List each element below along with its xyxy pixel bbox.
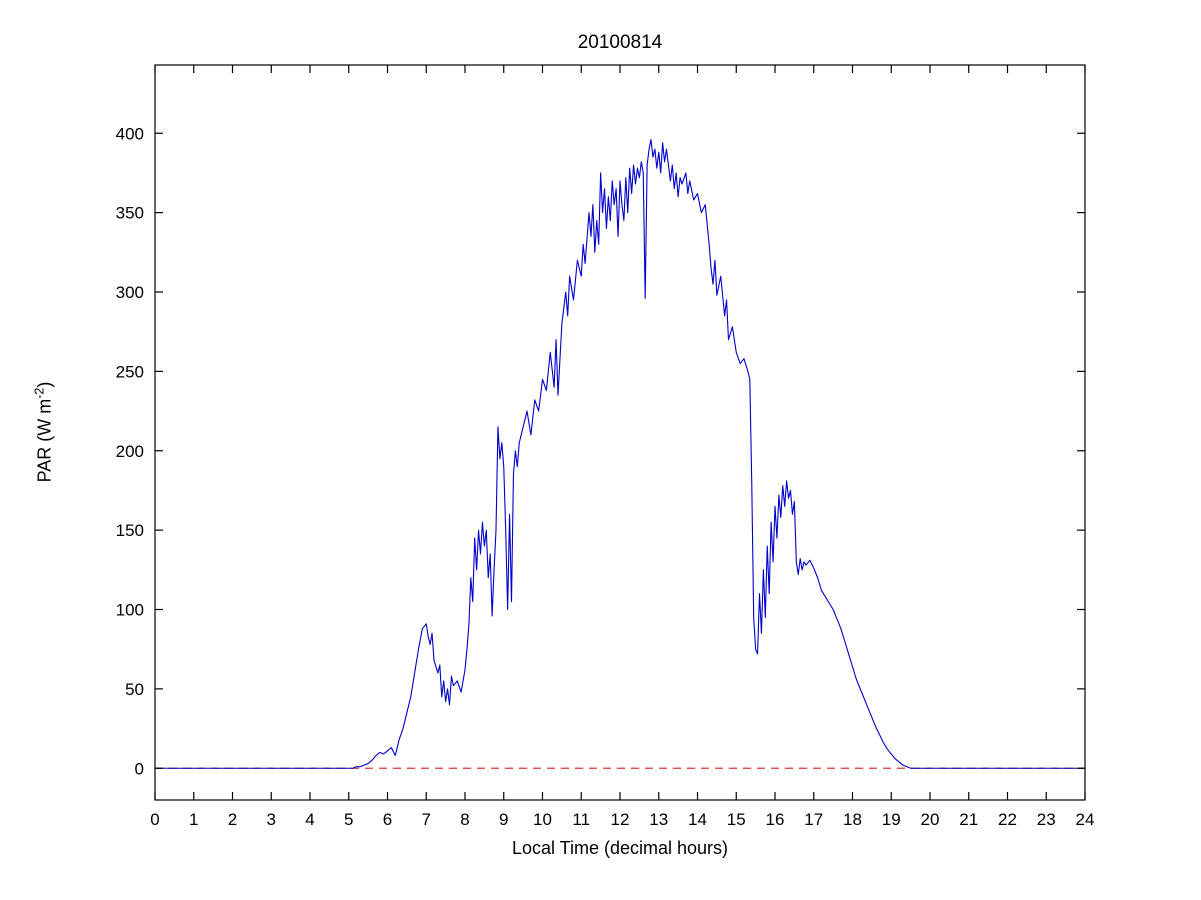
axes-box [154,64,1086,801]
x-tick-label: 22 [998,810,1017,829]
y-axis-label: PAR (W m-2) [33,382,56,483]
x-tick-label: 15 [727,810,746,829]
x-tick-label: 14 [688,810,707,829]
y-tick-label: 100 [116,601,144,620]
x-tick-label: 19 [882,810,901,829]
x-tick-label: 2 [228,810,237,829]
x-tick-label: 16 [766,810,785,829]
x-tick-label: 23 [1037,810,1056,829]
y-axis-label-superscript: -2 [32,387,47,399]
par-data-line [155,139,1085,769]
y-tick-label: 400 [116,124,144,143]
x-tick-label: 7 [422,810,431,829]
y-tick-label: 200 [116,442,144,461]
x-tick-label: 6 [383,810,392,829]
x-tick-label: 4 [305,810,314,829]
y-axis-label-suffix: ) [34,381,55,388]
x-tick-label: 18 [843,810,862,829]
x-tick-label: 9 [499,810,508,829]
y-tick-label: 350 [116,204,144,223]
x-tick-label: 20 [921,810,940,829]
y-tick-label: 250 [116,362,144,381]
y-tick-label: 50 [125,680,144,699]
x-tick-label: 3 [267,810,276,829]
x-tick-label: 21 [959,810,978,829]
x-tick-label: 24 [1076,810,1095,829]
x-axis-label: Local Time (decimal hours) [511,838,729,858]
x-tick-label: 12 [611,810,630,829]
x-tick-label: 8 [460,810,469,829]
x-tick-label: 1 [189,810,198,829]
y-axis-label-prefix: PAR (W m [34,398,55,483]
x-tick-label: 17 [804,810,823,829]
x-tick-label: 10 [533,810,552,829]
y-tick-label: 300 [116,283,144,302]
chart-title: 20100814 [577,32,663,53]
x-tick-label: 11 [572,810,590,829]
x-tick-label: 13 [649,810,668,829]
y-tick-label: 150 [116,521,144,540]
x-tick-label: 5 [344,810,353,829]
y-tick-label: 0 [135,759,144,778]
x-tick-label: 0 [150,810,159,829]
